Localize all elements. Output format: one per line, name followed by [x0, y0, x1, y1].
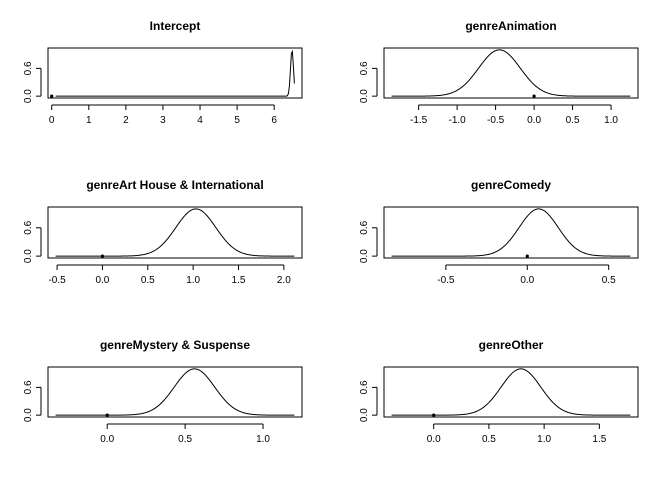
prior-point-marker [532, 94, 536, 98]
x-tick-label: 1.0 [604, 115, 618, 126]
x-tick-label: 4 [197, 115, 203, 126]
x-tick-label: -0.5 [487, 115, 505, 126]
x-tick-label: 5 [234, 115, 240, 126]
chart-panel-3: genreArt House & International -0.5 0.0 0.5… [23, 178, 303, 286]
x-tick-label: 0.5 [482, 434, 496, 445]
chart-title: genreComedy [471, 178, 551, 192]
x-tick-label: 2.0 [277, 275, 291, 286]
y-tick-label: 0.0 [23, 408, 34, 422]
density-curve [391, 49, 631, 97]
y-tick-label: 0.0 [359, 89, 370, 103]
x-tick-label: 1.5 [592, 434, 606, 445]
x-tick-label: 0.5 [178, 434, 192, 445]
x-tick-label: -1.5 [410, 115, 428, 126]
plot-frame [47, 366, 303, 418]
prior-point-marker [50, 94, 54, 98]
prior-point-marker [100, 254, 105, 258]
plot-frame [47, 206, 303, 259]
y-tick-label: 0.6 [23, 380, 34, 394]
chart-panel-6: genreOther 0.0 0.5 1.0 1.5 0.0 0.6 [359, 338, 639, 445]
plot-frame [383, 206, 639, 259]
density-curve [391, 368, 631, 416]
density-curve [55, 368, 295, 416]
x-tick-label: 1 [86, 115, 92, 126]
x-tick-label: 3 [160, 115, 166, 126]
chart-title: Intercept [150, 19, 201, 33]
x-tick-label: 0.0 [95, 275, 109, 286]
x-tick-label: 0.0 [427, 434, 441, 445]
x-tick-label: 1.5 [232, 275, 246, 286]
x-tick-label: 0.0 [527, 115, 541, 126]
y-tick-label: 0.0 [359, 249, 370, 263]
x-tick-label: 0.5 [141, 275, 155, 286]
x-tick-label: 0.5 [566, 115, 580, 126]
chart-panel-4: genreComedy -0.5 0.0 0.5 0.0 0.6 [359, 178, 639, 286]
plot-frame [383, 47, 639, 99]
chart-title: genreOther [479, 338, 544, 352]
x-tick-label: 2 [123, 115, 129, 126]
y-tick-label: 0.6 [359, 61, 370, 75]
x-tick-label: 0.5 [602, 275, 616, 286]
y-tick-label: 0.0 [359, 408, 370, 422]
chart-panel-1: Intercept 0 1 2 3 4 5 6 0.0 0.6 [23, 19, 303, 126]
prior-point-marker [432, 413, 436, 417]
density-curve [55, 49, 295, 97]
y-tick-label: 0.6 [23, 61, 34, 75]
x-tick-label: 0 [49, 115, 55, 126]
x-tick-label: -1.0 [449, 115, 467, 126]
x-tick-label: 1.0 [256, 434, 270, 445]
y-tick-label: 0.6 [359, 380, 370, 394]
y-tick-label: 0.0 [23, 249, 34, 263]
chart-title: genreMystery & Suspense [100, 338, 250, 352]
x-tick-label: 1.0 [537, 434, 551, 445]
prior-point-marker [525, 254, 529, 258]
plot-frame [383, 366, 639, 418]
density-curve [391, 208, 631, 257]
chart-title: genreAnimation [465, 19, 556, 33]
chart-panel-5: genreMystery & Suspense 0.0 0.5 1.0 0.0 0.6 [23, 338, 303, 445]
x-tick-label: 1.0 [186, 275, 200, 286]
density-curve [55, 208, 295, 257]
chart-title: genreArt House & International [86, 178, 263, 192]
x-tick-label: -0.5 [437, 275, 455, 286]
y-tick-label: 0.0 [23, 89, 34, 103]
prior-point-marker [105, 413, 109, 417]
y-tick-label: 0.6 [359, 220, 370, 234]
plot-frame [47, 47, 303, 99]
y-tick-label: 0.6 [23, 220, 34, 234]
x-tick-label: 0.0 [520, 275, 534, 286]
chart-panel-2: genreAnimation -1.5 -1.0 -0.5 0.0 0.5 1.0 0.0 0.… [359, 19, 639, 126]
x-tick-label: 0.0 [100, 434, 114, 445]
x-tick-label: -0.5 [48, 275, 66, 286]
x-tick-label: 6 [271, 115, 277, 126]
